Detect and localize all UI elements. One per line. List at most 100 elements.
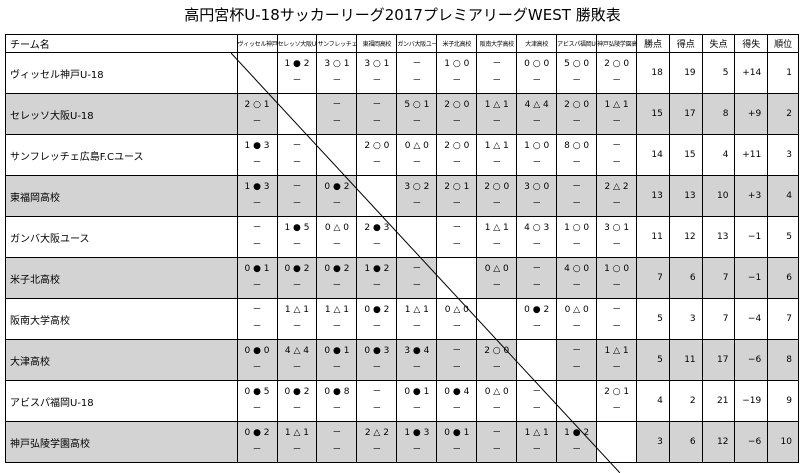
first-leg-result: 1 ● 3	[244, 141, 270, 151]
second-leg-result: －	[572, 199, 582, 209]
result-cell: 0 ● 2 －	[356, 298, 398, 340]
result-cell: 2 ○ 0 －	[596, 52, 638, 94]
team-name: 神戸弘陵学園高校	[5, 421, 238, 463]
first-leg-result: 2 ○ 0	[604, 59, 630, 69]
stat-points: 11	[636, 216, 670, 258]
second-leg-result: －	[252, 363, 262, 373]
second-leg-result: －	[452, 404, 462, 414]
stat-goals-against: 7	[701, 257, 736, 299]
second-leg-result: －	[612, 117, 622, 127]
team-name: 米子北高校	[5, 257, 238, 299]
result-cell: 2 △ 2 －	[356, 421, 398, 463]
first-leg-result: －	[332, 100, 342, 110]
first-leg-result: 1 △ 1	[484, 100, 509, 110]
second-leg-result: －	[492, 445, 502, 455]
team-name: 東福岡高校	[5, 175, 238, 217]
second-leg-result: －	[252, 240, 262, 250]
stat-rank: 1	[767, 52, 799, 94]
result-cell	[316, 134, 358, 176]
opponent-header: ガンバ大阪ユース	[396, 34, 438, 53]
second-leg-result: －	[412, 199, 422, 209]
result-cell: －－	[316, 93, 358, 135]
second-leg-result: －	[292, 158, 302, 168]
result-cell	[236, 52, 278, 94]
stat-header-goal-diff: 得失	[734, 34, 769, 53]
second-leg-result: －	[452, 445, 462, 455]
second-leg-result: －	[292, 445, 302, 455]
first-leg-result: 0 △ 0	[484, 387, 509, 397]
stat-points: 4	[636, 380, 670, 422]
result-cell: 4 ○ 0 －	[556, 257, 598, 299]
second-leg-result: －	[612, 281, 622, 291]
result-cell: 0 ● 2 －	[276, 257, 318, 299]
second-leg-result: －	[492, 404, 502, 414]
second-leg-result: －	[412, 158, 422, 168]
result-cell: 1 ● 3 －	[236, 175, 278, 217]
second-leg-result: －	[252, 158, 262, 168]
second-leg-result: －	[532, 117, 542, 127]
second-leg-result: －	[612, 240, 622, 250]
first-leg-result: 1 ● 3	[244, 182, 270, 192]
first-leg-result: 2 ○ 0	[444, 100, 470, 110]
second-leg-result: －	[332, 240, 342, 250]
first-leg-result: 1 △ 1	[604, 346, 629, 356]
second-leg-result: －	[572, 363, 582, 373]
first-leg-result: 3 ○ 0	[524, 182, 550, 192]
result-cell: 2 ○ 0 －	[556, 93, 598, 135]
first-leg-result: 0 △ 0	[444, 305, 469, 315]
second-leg-result: －	[452, 117, 462, 127]
second-leg-result: －	[252, 199, 262, 209]
second-leg-result: －	[532, 76, 542, 86]
stat-rank: 10	[767, 421, 799, 463]
stat-goals-for: 2	[668, 380, 703, 422]
table-row: セレッソ大阪U-18 2 ○ 1 －－－－－ 5 ○ 1 － 2 ○ 0 － 1 △ 1 － 4 …	[5, 93, 799, 135]
table-row: 神戸弘陵学園高校 0 ● 2 － 1 △ 1 －－－ 2 △ 2 － 1 ● 3 － 0 ● 1 －…	[5, 421, 799, 463]
first-leg-result: 0 ● 1	[244, 264, 270, 274]
second-leg-result: －	[492, 363, 502, 373]
first-leg-result: －	[492, 428, 502, 438]
second-leg-result: －	[292, 199, 302, 209]
second-leg-result: －	[372, 158, 382, 168]
first-leg-result: 1 △ 1	[404, 305, 429, 315]
first-leg-result: 0 ● 2	[244, 428, 270, 438]
first-leg-result: 5 ○ 1	[404, 100, 430, 110]
second-leg-result: －	[412, 445, 422, 455]
first-leg-result: 1 ● 3	[404, 428, 430, 438]
stat-header-points: 勝点	[636, 34, 670, 53]
first-leg-result: 0 ● 1	[324, 346, 350, 356]
table-row: 阪南大学高校－－ 1 △ 1 － 1 △ 1 － 0 ● 2 － 1 △ 1 － 0 △ 0 － 0 …	[5, 298, 799, 340]
result-cell: 0 ● 2 －	[236, 421, 278, 463]
second-leg-result: －	[572, 322, 582, 332]
opponent-header: 東福岡高校	[356, 34, 398, 53]
second-leg-result: －	[372, 404, 382, 414]
second-leg-result: －	[452, 158, 462, 168]
stat-points: 5	[636, 339, 670, 381]
result-cell: 3 ● 4 －	[396, 339, 438, 381]
first-leg-result: －	[612, 305, 622, 315]
result-cell: －－	[556, 175, 598, 217]
stat-goals-for: 19	[668, 52, 703, 94]
first-leg-result: 1 △ 1	[484, 141, 509, 151]
second-leg-result: －	[612, 158, 622, 168]
stat-rank: 4	[767, 175, 799, 217]
second-leg-result: －	[292, 76, 302, 86]
stat-goal-diff: −1	[734, 216, 769, 258]
second-leg-result: －	[292, 322, 302, 332]
first-leg-result: －	[612, 141, 622, 151]
second-leg-result: －	[452, 240, 462, 250]
first-leg-result: 3 ○ 2	[404, 182, 430, 192]
second-leg-result: －	[372, 281, 382, 291]
second-leg-result: －	[452, 322, 462, 332]
first-leg-result: 3 ● 4	[404, 346, 430, 356]
result-cell: 2 ○ 1 －	[596, 380, 638, 422]
second-leg-result: －	[412, 404, 422, 414]
first-leg-result: 1 ● 2	[364, 264, 390, 274]
second-leg-result: －	[612, 404, 622, 414]
stat-goal-diff: +9	[734, 93, 769, 135]
first-leg-result: 5 ○ 0	[564, 59, 590, 69]
second-leg-result: －	[452, 76, 462, 86]
first-leg-result: 3 ○ 1	[604, 223, 630, 233]
second-leg-result: －	[332, 76, 342, 86]
header-row: チーム名 ヴィッセル神戸U-18 セレッソ大阪U-18 サンフレッチェ広島F.C…	[5, 34, 799, 53]
table-row: 米子北高校 0 ● 1 － 0 ● 2 － 0 ● 2 － 1 ● 2 －－－ 0 △ 0 －－－ 4…	[5, 257, 799, 299]
